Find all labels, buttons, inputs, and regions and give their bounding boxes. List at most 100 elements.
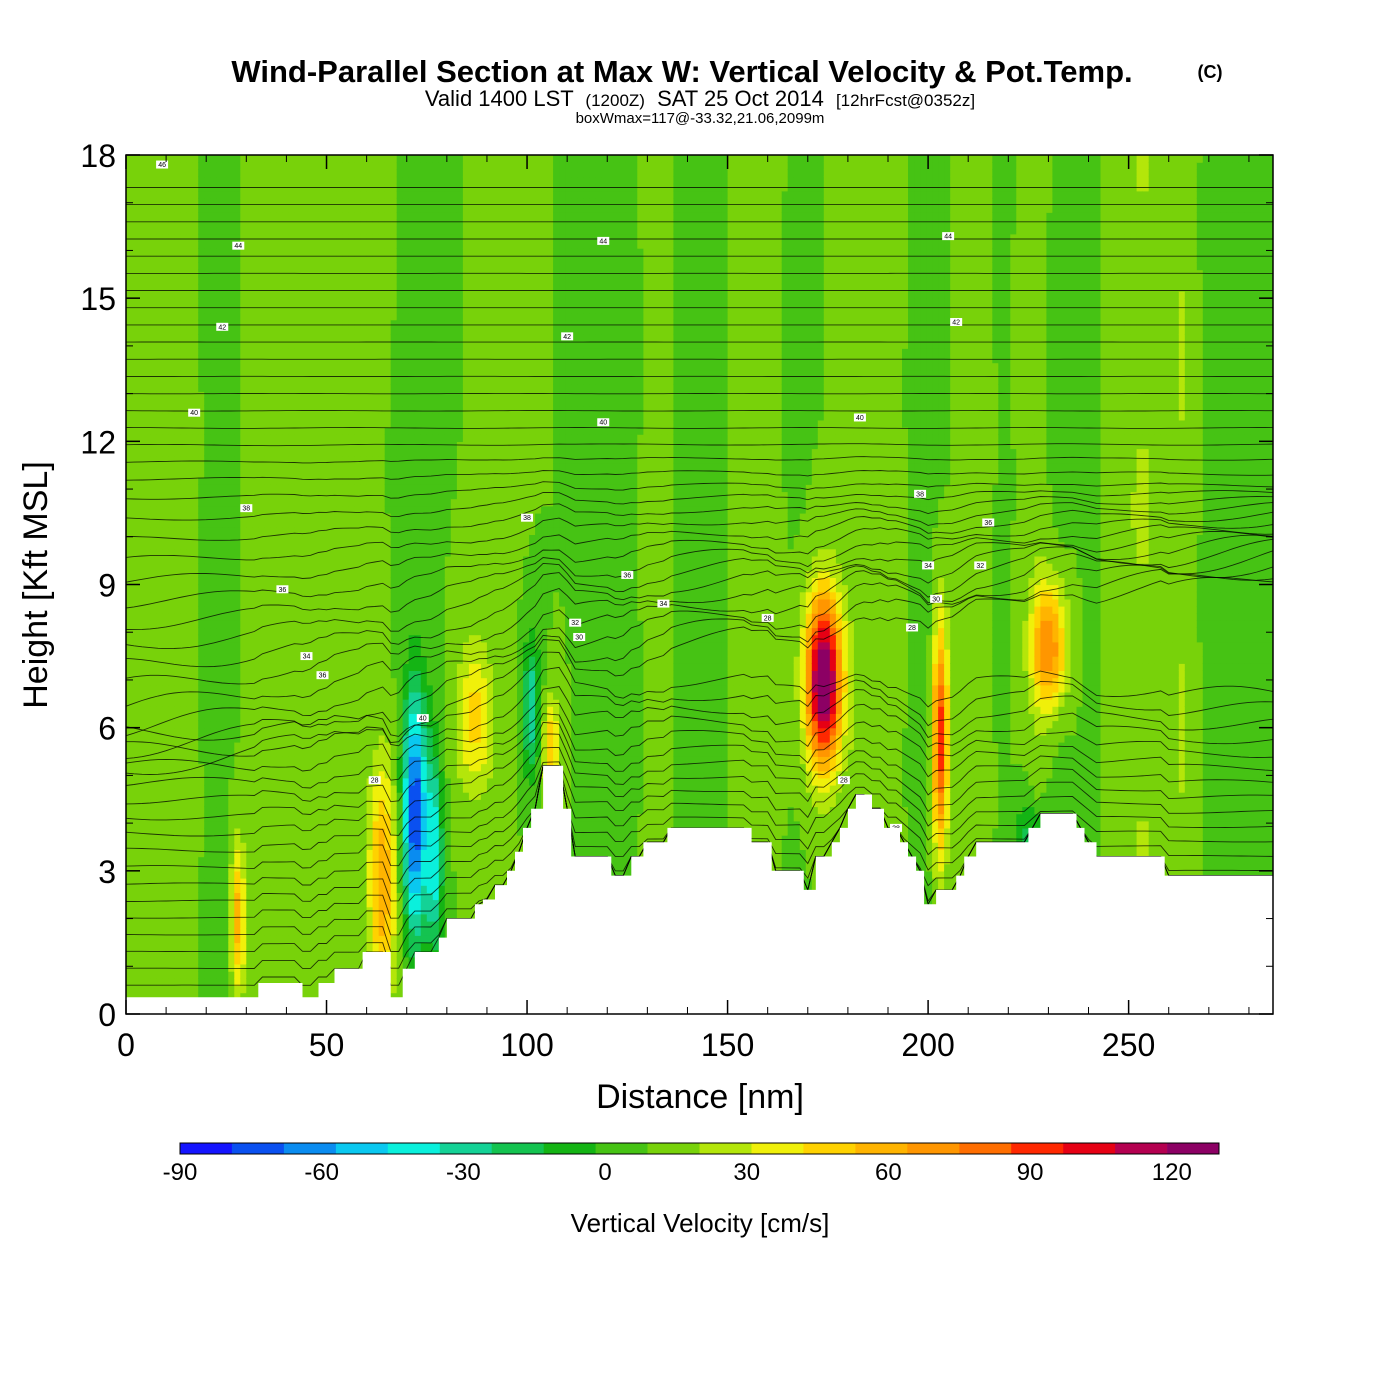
velocity-cell — [246, 777, 253, 786]
velocity-cell — [264, 563, 271, 571]
velocity-cell — [258, 849, 265, 858]
velocity-cell — [144, 835, 151, 843]
velocity-cell — [282, 906, 289, 915]
velocity-cell — [240, 305, 247, 314]
velocity-cell — [216, 276, 223, 285]
velocity-cell — [228, 670, 235, 679]
velocity-cell — [318, 248, 326, 256]
velocity-cell — [348, 348, 356, 357]
velocity-cell — [132, 262, 139, 271]
velocity-cell — [240, 620, 247, 629]
velocity-cell — [138, 226, 145, 235]
velocity-cell — [354, 226, 362, 235]
velocity-cell — [144, 255, 151, 263]
velocity-cell — [330, 591, 338, 600]
velocity-cell — [330, 742, 338, 750]
velocity-cell — [348, 448, 356, 457]
velocity-cell — [204, 398, 211, 407]
velocity-cell — [174, 555, 181, 564]
velocity-cell — [216, 613, 223, 621]
velocity-cell — [174, 455, 181, 464]
velocity-cell — [354, 248, 362, 256]
velocity-cell — [192, 670, 199, 679]
velocity-cell — [216, 577, 223, 586]
velocity-cell — [132, 627, 139, 636]
velocity-cell — [318, 412, 326, 421]
velocity-cell — [168, 298, 175, 306]
velocity-cell — [360, 298, 368, 306]
velocity-cell — [294, 498, 301, 507]
velocity-cell — [162, 584, 169, 593]
velocity-cell — [342, 856, 350, 865]
velocity-cell — [258, 691, 265, 700]
velocity-cell — [192, 935, 199, 944]
velocity-cell — [372, 677, 380, 686]
velocity-cell — [336, 949, 344, 958]
velocity-cell — [276, 641, 283, 650]
velocity-cell — [126, 462, 133, 471]
velocity-cell — [318, 520, 326, 528]
velocity-cell — [318, 312, 326, 321]
velocity-cell — [330, 820, 338, 829]
velocity-cell — [210, 827, 217, 836]
velocity-cell — [150, 935, 157, 944]
velocity-cell — [150, 656, 157, 664]
velocity-cell — [252, 255, 259, 263]
velocity-cell — [222, 920, 229, 929]
velocity-cell — [342, 756, 350, 765]
velocity-cell — [342, 534, 350, 543]
velocity-cell — [294, 298, 301, 306]
velocity-cell — [282, 691, 289, 700]
velocity-cell — [360, 441, 368, 450]
velocity-cell — [210, 262, 217, 271]
velocity-cell — [300, 684, 308, 693]
velocity-cell — [318, 734, 326, 743]
velocity-cell — [294, 541, 301, 550]
velocity-cell — [150, 155, 157, 163]
velocity-cell — [132, 283, 139, 292]
velocity-cell — [198, 470, 205, 478]
velocity-cell — [360, 920, 368, 929]
velocity-cell — [150, 369, 157, 378]
velocity-cell — [354, 548, 362, 557]
velocity-cell — [294, 427, 301, 435]
velocity-cell — [216, 362, 223, 371]
velocity-cell — [288, 756, 295, 765]
velocity-cell — [210, 484, 217, 493]
velocity-cell — [222, 262, 229, 271]
velocity-cell — [360, 169, 368, 178]
velocity-cell — [348, 470, 356, 478]
velocity-cell — [318, 870, 326, 879]
velocity-cell — [342, 892, 350, 901]
velocity-cell — [144, 913, 151, 922]
velocity-cell — [288, 212, 295, 221]
velocity-cell — [312, 835, 320, 843]
velocity-cell — [204, 162, 211, 170]
velocity-cell — [324, 326, 332, 335]
velocity-cell — [222, 520, 229, 528]
velocity-cell — [252, 348, 259, 357]
velocity-cell — [132, 777, 139, 786]
velocity-cell — [192, 878, 199, 886]
velocity-cell — [186, 749, 193, 757]
velocity-cell — [288, 240, 295, 249]
velocity-cell — [126, 219, 133, 228]
velocity-cell — [360, 928, 368, 936]
velocity-cell — [240, 713, 247, 722]
velocity-cell — [168, 312, 175, 321]
velocity-cell — [198, 205, 205, 213]
velocity-cell — [264, 620, 271, 629]
velocity-cell — [144, 784, 151, 793]
velocity-cell — [324, 956, 332, 965]
velocity-cell — [306, 892, 314, 901]
velocity-cell — [366, 434, 374, 442]
velocity-cell — [234, 176, 241, 185]
velocity-cell — [228, 534, 235, 543]
velocity-cell — [138, 212, 145, 221]
velocity-cell — [264, 233, 271, 242]
velocity-cell — [348, 441, 356, 450]
velocity-cell — [216, 376, 223, 385]
velocity-cell — [234, 971, 241, 979]
velocity-cell — [198, 384, 205, 392]
velocity-cell — [342, 190, 350, 199]
